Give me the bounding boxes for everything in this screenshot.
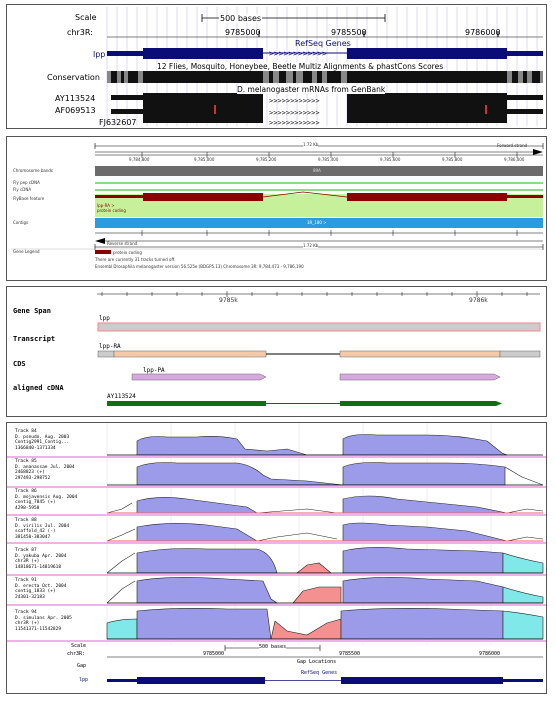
- cdna-name[interactable]: AY113524: [107, 393, 136, 400]
- transcript-name[interactable]: lpp-RA: [99, 343, 121, 350]
- strand-label: Forward strand: [497, 143, 528, 148]
- footer-position-1: 9785000: [203, 651, 225, 657]
- gene-model-panel: 9785k 9786k Gene Span lpp Transcript lpp…: [6, 286, 547, 417]
- track-label-fly-cdna: Fly cDNA: [13, 187, 32, 192]
- axis-tick-9786k: 9786k: [469, 297, 488, 304]
- accession-2[interactable]: AF069513: [55, 106, 96, 115]
- gap-track-title: Gap Locations: [297, 659, 337, 665]
- footer-refseq-title: RefSeq Genes: [301, 670, 338, 676]
- track-3-label: Track 86 D. mojavensis Aug. 2004 contig_…: [15, 489, 78, 511]
- gene-span-label: Gene Span: [13, 307, 51, 315]
- track-label-flybase-feature: FlyBase feature: [13, 196, 45, 201]
- band-label: 89A: [313, 168, 321, 173]
- footer-scale-text: 500 bases: [259, 644, 287, 650]
- footer-scale-label: Scale: [71, 643, 87, 649]
- gene-label-lpp[interactable]: lpp: [93, 50, 106, 59]
- accession-1[interactable]: AY113524: [55, 94, 96, 103]
- svg-text:>>>>>>>>>>>>: >>>>>>>>>>>>: [269, 119, 320, 127]
- svg-text:>>>>>>>>>>>>: >>>>>>>>>>>>: [269, 109, 320, 117]
- gene-span-name[interactable]: lpp: [99, 315, 110, 322]
- accession-3[interactable]: FJ632607: [99, 118, 137, 127]
- chrom-label: chr3R:: [67, 28, 93, 37]
- tick-4: 9,785,400: [318, 157, 339, 162]
- length-bottom: 1.72 Kb: [303, 243, 319, 248]
- footer-position-2: 9785500: [339, 651, 361, 657]
- track-4-label: Track 88 D. virilis Jul. 2004 scaffold_4…: [15, 518, 70, 540]
- track-label-contigs: Contigs: [13, 220, 29, 225]
- track-5-label: Track 87 D. yakuba Apr. 2004 chr3R (+) 1…: [15, 548, 67, 570]
- ensembl-panel: 1.72 Kb Forward strand 9,784,800 9,785,0…: [6, 136, 547, 281]
- tick-6: 9,785,800: [442, 157, 463, 162]
- axis-tick-9785k: 9785k: [219, 297, 238, 304]
- conservation-tracks-panel: Track 84 D. pseudo. Aug. 2003 Contig2991…: [6, 422, 547, 694]
- track-label-fly-pep-cdna: Fly pep cDNA: [13, 180, 40, 185]
- footer-chrom-label: chr3R:: [67, 651, 86, 657]
- feature-type: protein coding: [97, 208, 126, 213]
- mrna-title: D. melanogaster mRNAs from GenBank: [237, 85, 386, 94]
- track-6-label: Track 91 D. erecta Oct. 2004 contig_1833…: [15, 578, 67, 600]
- gap-label: Gap: [77, 663, 87, 669]
- cds-name[interactable]: lpp-PA: [143, 367, 165, 374]
- conservation-tracks-graphic: [7, 423, 546, 684]
- track-1-label: Track 84 D. pseudo. Aug. 2003 Contig2991…: [15, 429, 70, 451]
- legend-protein-coding: protein coding: [113, 250, 142, 255]
- note-tracks-off: There are currently 31 tracks turned off…: [95, 257, 176, 262]
- svg-text:>>>>>>>>>>>>: >>>>>>>>>>>>: [269, 97, 320, 105]
- scale-label: Scale: [75, 13, 97, 22]
- ensembl-track-graphic: [11, 143, 544, 254]
- svg-text:>>>>>>>>>>>>: >>>>>>>>>>>>: [269, 49, 327, 58]
- note-ensembl-version: Ensembl Drosophila melanogaster version …: [95, 264, 304, 269]
- contig-label[interactable]: 3R_180 >: [307, 220, 327, 225]
- track-2-label: Track 85 D. ananassae Jul. 2004 2468823 …: [15, 459, 75, 481]
- refseq-title: RefSeq Genes: [295, 39, 351, 48]
- position-3: 9786000: [465, 28, 501, 37]
- reverse-strand-label: Reverse strand: [107, 241, 138, 246]
- position-2: 9785500: [331, 28, 367, 37]
- tick-5: 9,785,600: [380, 157, 401, 162]
- tick-2: 9,785,000: [194, 157, 215, 162]
- footer-gene-label[interactable]: lpp: [79, 677, 89, 683]
- conservation-title: 12 Flies, Mosquito, Honeybee, Beetle Mul…: [157, 62, 444, 71]
- track-7-label: Track 94 D. simulans Apr. 2005 chr3R (+)…: [15, 610, 72, 632]
- scale-bar-text: 500 bases: [219, 14, 263, 23]
- conservation-label: Conservation: [47, 73, 100, 82]
- ucsc-browser-panel: >>>>>>>>>>>> >>>>>>>>>>>> >>>>>>>>>>>> >…: [6, 4, 547, 129]
- tick-7: 9,786,000: [504, 157, 525, 162]
- tick-1: 9,784,800: [129, 157, 150, 162]
- tick-3: 9,785,200: [256, 157, 277, 162]
- footer-position-3: 9786000: [479, 651, 501, 657]
- position-1: 9785000: [225, 28, 261, 37]
- cds-label: CDS: [13, 360, 26, 368]
- length-top: 1.72 Kb: [303, 142, 319, 147]
- transcript-label: Transcript: [13, 335, 56, 343]
- gene-model-graphic: [97, 291, 541, 406]
- track-label-chromosome-bands: Chromosome bands: [13, 168, 53, 173]
- cdna-label: aligned cDNA: [13, 384, 64, 392]
- track-label-gene-legend: Gene Legend: [13, 249, 40, 254]
- feature-name[interactable]: lpp-RA >: [97, 203, 115, 208]
